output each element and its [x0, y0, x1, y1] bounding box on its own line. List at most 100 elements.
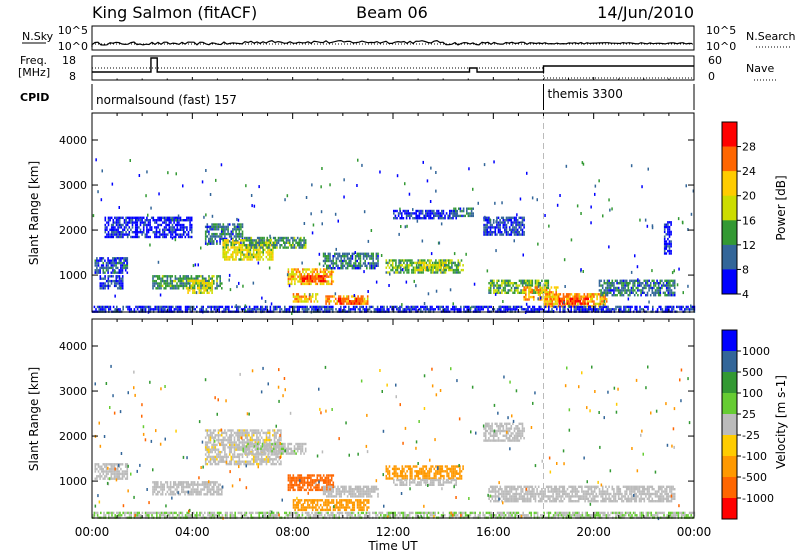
- echo-cell-12: [337, 255, 339, 258]
- echo-cell-24: [663, 235, 666, 238]
- echo-cell-24: [665, 242, 668, 246]
- echo-cell-22: [613, 294, 615, 297]
- echo-cell-5: [249, 258, 252, 261]
- echo-cell-17: [508, 226, 511, 229]
- echo-cell-25: [112, 233, 115, 236]
- echo-cell-0: [112, 477, 114, 480]
- scatter-point: [639, 218, 641, 222]
- echo-cell-23: [218, 308, 220, 311]
- scatter-point: [421, 239, 424, 243]
- echo-cell-2: [220, 438, 223, 442]
- scatter-point: [484, 229, 486, 233]
- echo-cell-25: [134, 221, 137, 224]
- echo-cell-6: [284, 246, 286, 249]
- echo-cell-1: [105, 284, 108, 288]
- echo-cell-2: [189, 284, 191, 288]
- echo-cell-1: [190, 488, 193, 491]
- echo-cell-12: [324, 257, 326, 260]
- echo-cell-7: [300, 275, 303, 278]
- echo-cell-23: [602, 305, 604, 309]
- echo-cell-25: [107, 235, 110, 239]
- echo-cell-23: [362, 308, 364, 311]
- echo-cell-13: [462, 268, 464, 272]
- scatter-point: [537, 297, 539, 301]
- echo-cell-1: [110, 279, 113, 283]
- echo-cell-24: [665, 245, 668, 248]
- echo-cell-25: [158, 228, 161, 231]
- echo-cell-5: [259, 258, 261, 261]
- echo-cell-20: [601, 302, 603, 306]
- echo-cell-13: [415, 266, 418, 269]
- echo-cell-22: [648, 284, 650, 287]
- echo-cell-16: [467, 214, 470, 218]
- echo-cell-18: [504, 279, 506, 282]
- echo-cell-6: [263, 241, 265, 244]
- echo-cell-17: [521, 216, 524, 219]
- echo-cell-12: [342, 264, 344, 267]
- echo-cell-2: [214, 450, 217, 454]
- echo-cell-13: [425, 261, 428, 265]
- echo-cell-17: [504, 231, 506, 234]
- echo-cell-23: [460, 305, 462, 309]
- echo-cell-12: [322, 252, 325, 255]
- scatter-point: [637, 278, 639, 282]
- echo-cell-4: [214, 237, 217, 241]
- echo-cell-25: [190, 228, 193, 231]
- echo-cell-0: [113, 261, 116, 265]
- echo-cell-23: [210, 305, 212, 309]
- echo-cell-2: [268, 436, 271, 439]
- echo-cell-1: [197, 493, 199, 496]
- echo-cell-19: [531, 291, 533, 294]
- echo-cell-25: [165, 235, 167, 239]
- echo-cell-11: [361, 297, 364, 300]
- echo-cell-2: [206, 431, 209, 435]
- scatter-point: [493, 160, 495, 164]
- echo-cell-12: [359, 264, 362, 267]
- echo-cell-12: [353, 262, 355, 265]
- echo-cell-6: [260, 239, 262, 242]
- echo-cell-20: [546, 302, 549, 306]
- echo-cell-23: [479, 305, 481, 309]
- echo-cell-13: [422, 268, 424, 272]
- scatter-point: [244, 309, 247, 313]
- echo-cell-4: [204, 225, 207, 229]
- echo-cell-2: [267, 453, 269, 456]
- echo-cell-20: [583, 295, 586, 298]
- echo-cell-25: [170, 216, 172, 219]
- echo-cell-4: [232, 223, 234, 226]
- echo-cell-25: [144, 223, 147, 227]
- echo-cell-23: [533, 305, 536, 309]
- echo-cell-0: [105, 470, 108, 473]
- echo-cell-2: [244, 434, 247, 437]
- echo-cell-1: [214, 483, 217, 486]
- echo-cell-15: [429, 217, 432, 220]
- echo-cell-19: [537, 291, 540, 294]
- scatter-point: [101, 169, 103, 173]
- echo-cell-0: [120, 467, 122, 471]
- echo-cell-2: [161, 279, 164, 283]
- echo-cell-2: [214, 287, 217, 290]
- echo-cell-2: [185, 284, 188, 288]
- echo-cell-20: [554, 300, 557, 303]
- echo-cell-2: [152, 277, 154, 280]
- echo-cell-18: [523, 282, 526, 285]
- echo-cell-7: [326, 280, 328, 283]
- echo-cell-4: [214, 228, 217, 231]
- echo-cell-23: [444, 308, 446, 311]
- echo-cell-6: [253, 239, 256, 242]
- freq-label-line1: Freq.: [20, 54, 47, 67]
- echo-cell-2: [208, 446, 210, 449]
- echo-cell-5: [232, 251, 234, 254]
- scatter-point: [483, 163, 486, 167]
- echo-cell-19: [525, 298, 527, 301]
- scatter-point: [252, 309, 254, 313]
- echo-cell-22: [606, 294, 609, 297]
- echo-cell-0: [116, 463, 119, 466]
- echo-cell-16: [459, 209, 462, 213]
- echo-cell-1: [179, 481, 181, 484]
- echo-cell-4: [235, 225, 237, 229]
- echo-cell-0: [100, 257, 103, 260]
- echo-cell-12: [332, 262, 334, 265]
- echo-cell-5: [248, 248, 250, 252]
- echo-cell-5: [270, 258, 272, 261]
